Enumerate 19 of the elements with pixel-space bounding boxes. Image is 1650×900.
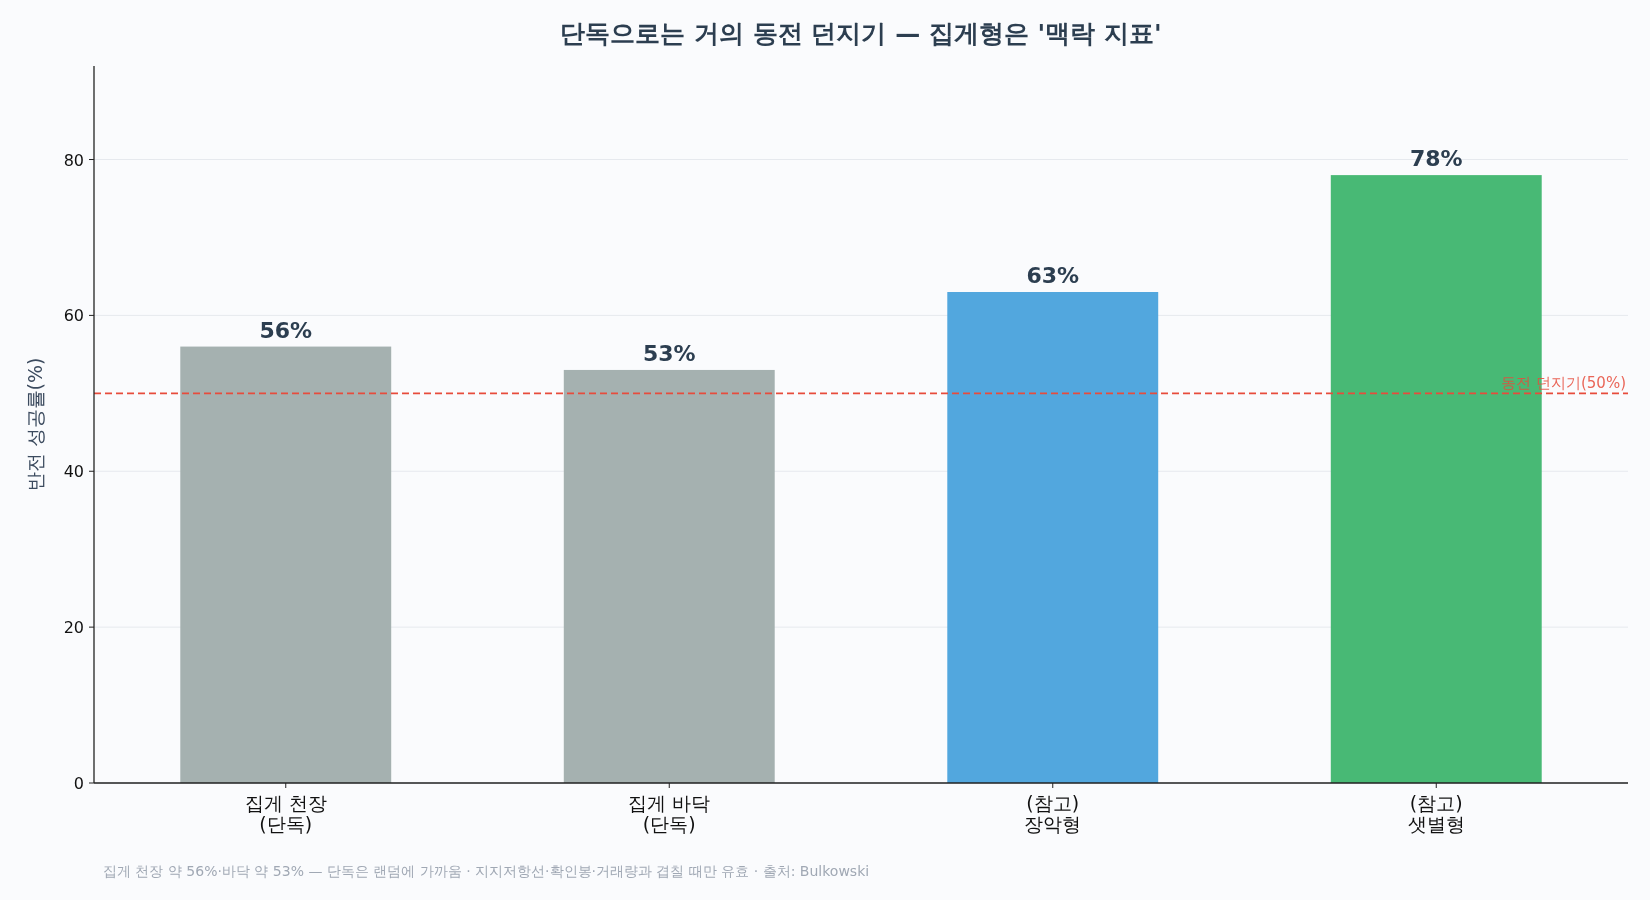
x-tick-label: (참고) 장악형 <box>1024 792 1082 835</box>
data-label: 78% <box>1409 146 1463 172</box>
x-tick-label: 집게 바닥 (단독) <box>628 792 711 835</box>
y-tick-label: 40 <box>63 462 84 482</box>
data-label: 56% <box>259 317 313 343</box>
chart-title: 단독으로는 거의 동전 던지기 — 집게형은 '맥락 지표' <box>560 19 1162 48</box>
data-label: 63% <box>1026 263 1080 289</box>
x-tick-label: 집게 천장 (단독) <box>244 792 327 835</box>
y-tick-label: 60 <box>63 306 84 326</box>
text: 집게 천장 약 56%·바닥 약 53% — 단독은 랜덤에 가까움 · 지지저항선·확인봉·거래량과 겹칠 때만 유효 · 출처: Bulkowski <box>103 863 870 879</box>
bar <box>947 292 1159 783</box>
bar <box>563 369 775 783</box>
x-tick-label: (참고) 샛별형 <box>1407 792 1465 835</box>
y-axis-title: 반전 성공률(%) <box>24 357 46 492</box>
y-tick-label: 20 <box>63 618 84 638</box>
data-label: 53% <box>642 340 696 366</box>
bar <box>180 346 392 783</box>
y-tick-label: 0 <box>73 774 84 793</box>
y-tick-label: 80 <box>63 150 84 170</box>
